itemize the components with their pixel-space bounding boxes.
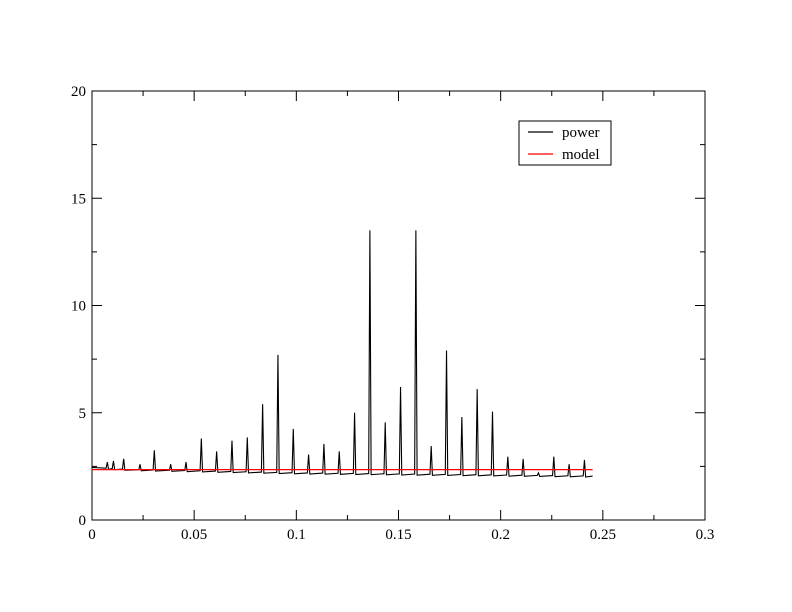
legend-label-power: power — [562, 125, 600, 141]
y-tick-label: 5 — [79, 406, 87, 422]
axes-layer: 0 0.05 0.1 0.15 0.2 0.25 0.3 0 5 10 15 20 — [71, 84, 714, 543]
y-tick-label: 0 — [79, 513, 87, 529]
x-tick-label: 0.3 — [696, 527, 715, 543]
legend-label-model: model — [562, 147, 600, 163]
x-tick-label: 0 — [88, 527, 96, 543]
x-tick-label: 0.2 — [491, 527, 510, 543]
x-tick-label: 0.05 — [181, 527, 207, 543]
y-tick-label: 10 — [71, 299, 86, 315]
legend: power model — [518, 120, 612, 166]
x-tick-label: 0.15 — [385, 527, 411, 543]
legend-box — [518, 120, 612, 166]
x-tick-label: 0.1 — [287, 527, 306, 543]
series-layer — [91, 230, 593, 478]
series-line-power — [91, 230, 593, 478]
plot-frame — [91, 90, 706, 521]
x-tick-label: 0.25 — [590, 527, 616, 543]
y-tick-label: 20 — [71, 84, 86, 100]
y-tick-label: 15 — [71, 191, 86, 207]
